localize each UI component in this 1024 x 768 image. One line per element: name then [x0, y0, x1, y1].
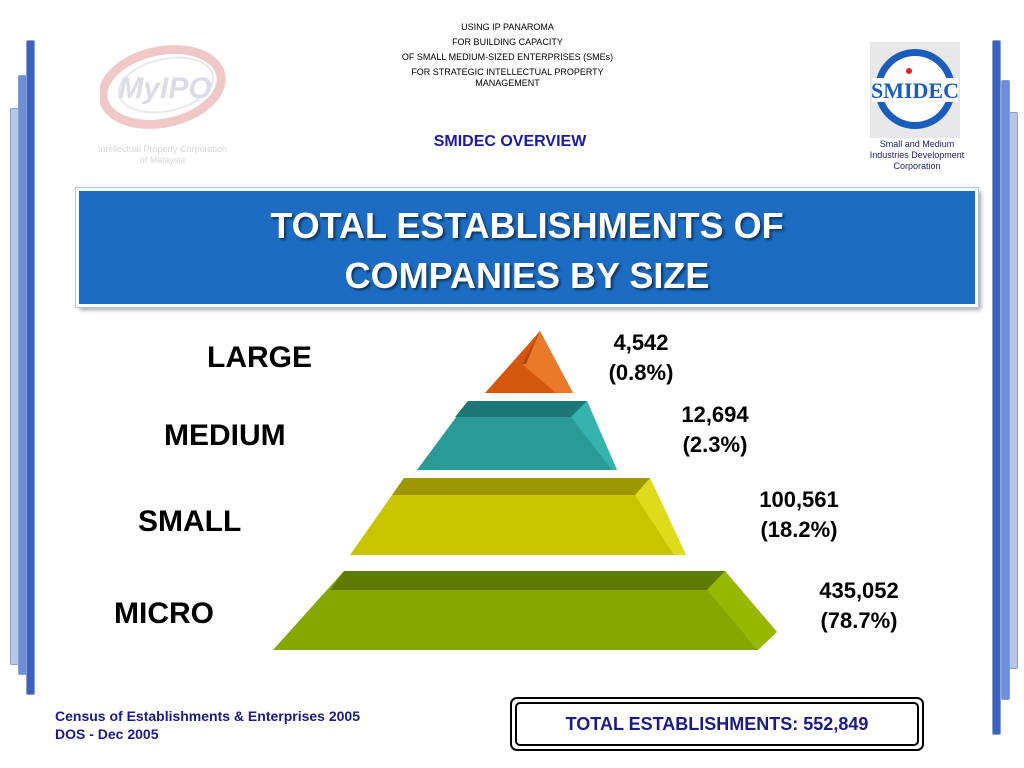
section-title: SMIDEC OVERVIEW	[433, 133, 587, 150]
total-establishments: TOTAL ESTABLISHMENTS: 552,849	[515, 702, 919, 746]
myipo-logo: MyIPO	[98, 45, 230, 135]
tier-percent: (0.8%)	[608, 360, 674, 385]
tier-count: 100,561	[759, 487, 839, 512]
caption-line: of Malaysia	[139, 155, 186, 165]
tier-count: 4,542	[613, 330, 669, 355]
header-text: USING IP PANAROMA FOR BUILDING CAPACITY …	[395, 22, 620, 93]
smidec-caption: Small and Medium Industries Development …	[857, 139, 977, 172]
tier-label-small: SMALL	[138, 505, 242, 538]
tier-percent: (2.3%)	[682, 432, 748, 457]
banner-title-line: TOTAL ESTABLISHMENTS OF	[270, 205, 784, 246]
banner-title-line: COMPANIES BY SIZE	[344, 255, 710, 296]
tier-value-large: 4,542 (0.8%)	[566, 328, 716, 388]
tier-percent: (78.7%)	[820, 608, 898, 633]
tier-count: 435,052	[819, 578, 899, 603]
caption-line: Small and Medium	[879, 139, 955, 149]
banner-title: TOTAL ESTABLISHMENTS OF COMPANIES BY SIZ…	[79, 201, 975, 301]
tier-value-medium: 12,694 (2.3%)	[640, 400, 790, 460]
tier-label-large: LARGE	[207, 341, 312, 374]
source-note: Census of Establishments & Enterprises 2…	[55, 707, 360, 743]
pyramid-tier-small	[350, 478, 686, 555]
pyramid-tier-large	[485, 331, 573, 393]
header-line: OF SMALL MEDIUM-SIZED ENTERPRISES (SMEs)	[401, 52, 614, 62]
header-line: USING IP PANAROMA	[461, 22, 554, 32]
smidec-wordmark: SMIDEC	[871, 78, 959, 103]
right-side-bar	[1009, 112, 1018, 669]
header-line: FOR BUILDING CAPACITY	[452, 37, 563, 47]
pyramid-tier-medium	[417, 401, 617, 470]
caption-line: Corporation	[893, 161, 941, 171]
tier-label-medium: MEDIUM	[164, 419, 286, 452]
source-line: DOS - Dec 2005	[55, 726, 159, 742]
tier-label-micro: MICRO	[114, 597, 214, 630]
caption-line: Intellectual Property Corporation	[97, 144, 228, 154]
title-banner: TOTAL ESTABLISHMENTS OF COMPANIES BY SIZ…	[76, 188, 978, 307]
tier-value-small: 100,561 (18.2%)	[724, 485, 874, 545]
header-line: FOR STRATEGIC INTELLECTUAL PROPERTY MANA…	[411, 67, 604, 88]
tier-value-micro: 435,052 (78.7%)	[784, 576, 934, 636]
myipo-wordmark: MyIPO	[118, 72, 211, 105]
left-side-bar	[10, 108, 19, 665]
tier-percent: (18.2%)	[760, 517, 838, 542]
smidec-logo: SMIDEC	[870, 42, 960, 138]
pyramid-tier-micro	[273, 571, 777, 650]
caption-line: Industries Development	[869, 150, 965, 160]
source-line: Census of Establishments & Enterprises 2…	[55, 708, 360, 724]
right-side-bar	[992, 40, 1001, 735]
total-box: TOTAL ESTABLISHMENTS: 552,849	[510, 697, 924, 751]
myipo-caption: Intellectual Property Corporation of Mal…	[80, 144, 245, 166]
tier-count: 12,694	[681, 402, 749, 427]
